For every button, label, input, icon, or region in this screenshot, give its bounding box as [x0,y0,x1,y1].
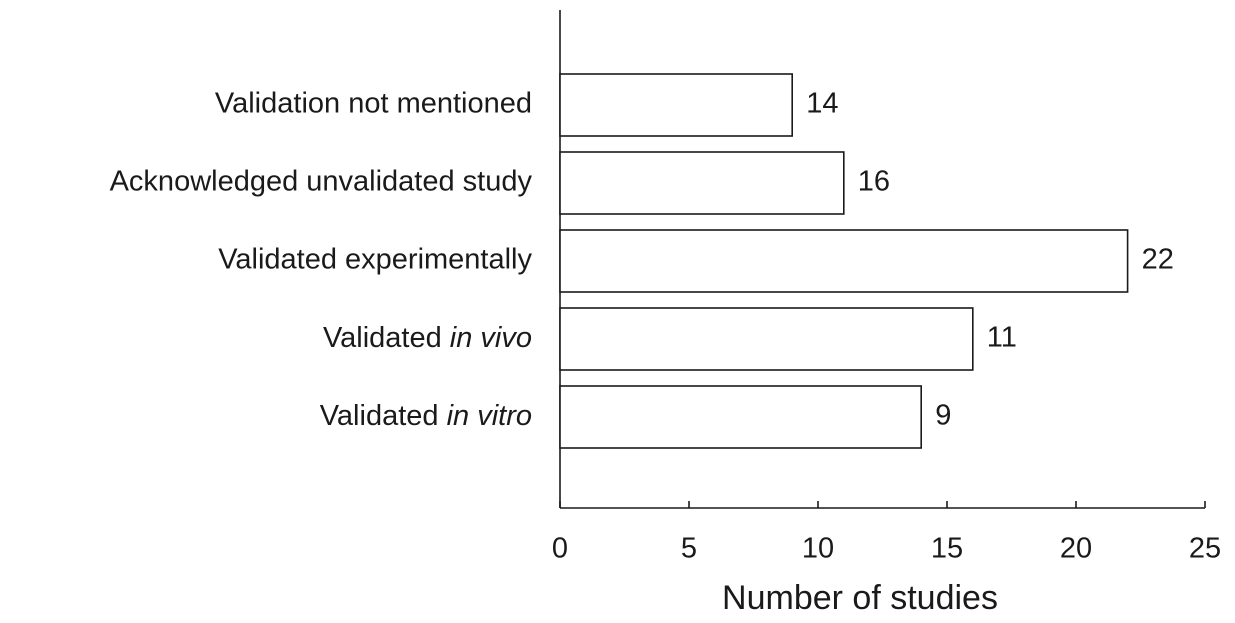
bar [559,229,1129,293]
y-tick-label: Validated experimentally [218,244,532,276]
bar [559,73,793,137]
bar [559,307,974,371]
y-tick-label: Validated in vitro [320,400,532,432]
value-label: 22 [1142,244,1174,276]
y-tick-label: Validated in vivo [323,322,532,354]
x-tick-label: 15 [931,533,963,565]
x-axis-title: Number of studies [722,579,998,617]
value-label: 9 [935,400,951,432]
value-label: 16 [858,166,890,198]
x-tick-label: 5 [681,533,697,565]
value-label: 14 [806,88,838,120]
x-tick-label: 10 [802,533,834,565]
x-tick-label: 20 [1060,533,1092,565]
bar [559,385,923,449]
y-tick-label: Validation not mentioned [215,88,532,120]
bar [559,151,845,215]
value-label: 11 [987,322,1017,354]
x-tick-label: 0 [552,533,568,565]
x-tick-label: 25 [1189,533,1221,565]
y-tick-label: Acknowledged unvalidated study [110,166,533,198]
